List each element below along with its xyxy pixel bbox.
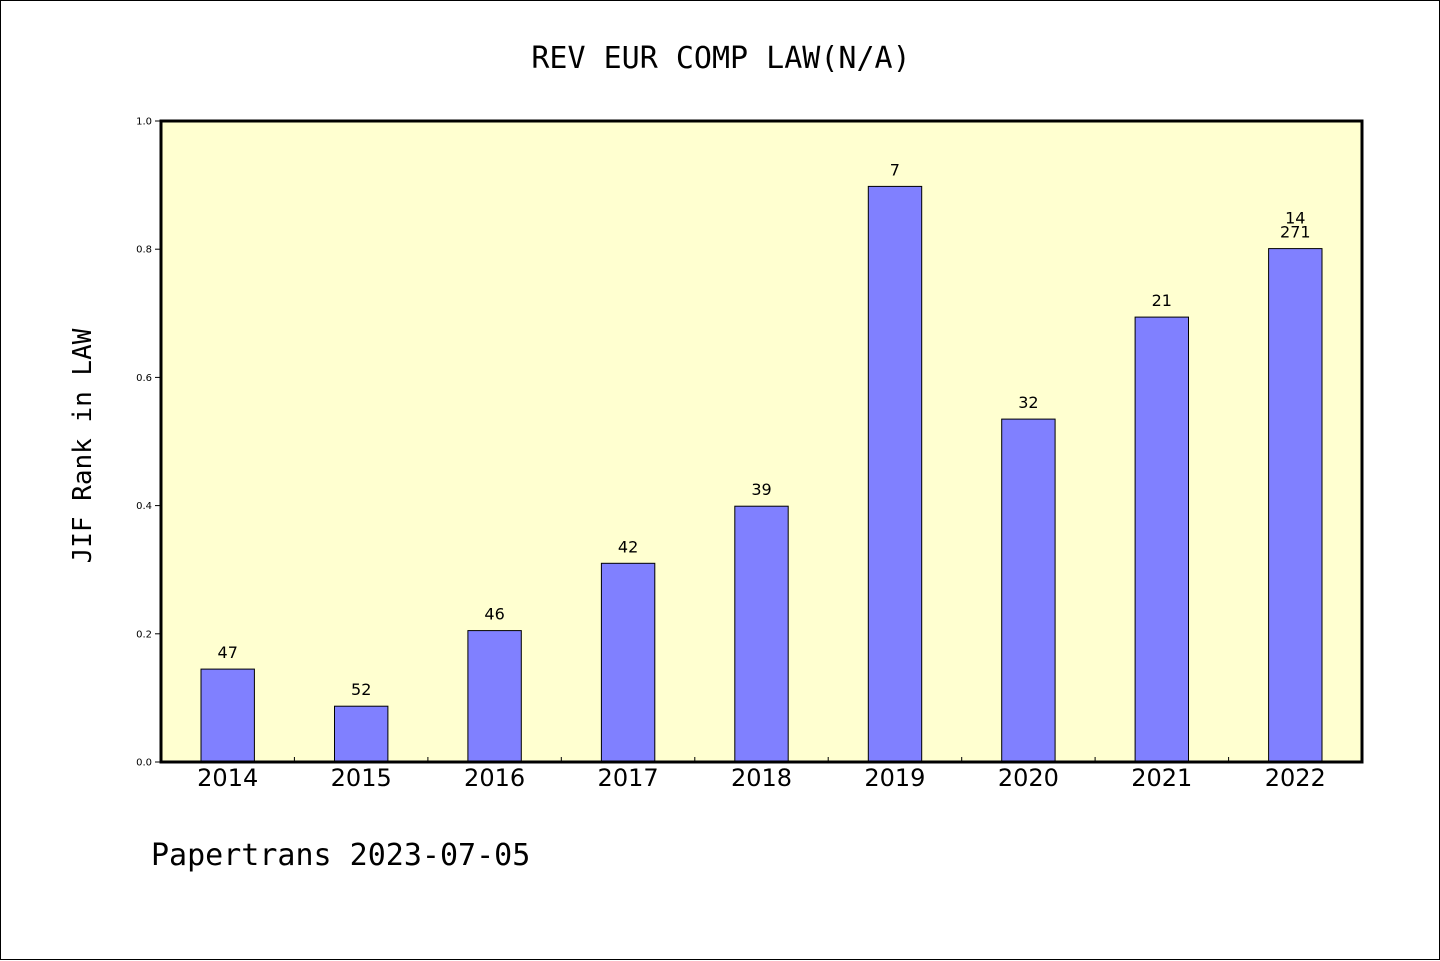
bar-label-2019: 7 xyxy=(890,160,900,179)
y-axis: 0.0 0.2 0.4 0.6 0.8 1.0 xyxy=(136,117,161,769)
bar-label-2020: 32 xyxy=(1018,393,1038,412)
bar-label-2015: 52 xyxy=(351,680,371,699)
bar-2021 xyxy=(1134,316,1189,763)
footer-source-date: Papertrans 2023-07-05 xyxy=(151,838,530,873)
bar-label-2018: 39 xyxy=(751,480,771,499)
bar-2020 xyxy=(1001,418,1056,763)
y-tick-label-0.8: 0.8 xyxy=(136,245,152,256)
bar-2016 xyxy=(467,630,522,763)
y-tick-label-0.0: 0.0 xyxy=(136,758,152,769)
bar-label-2016: 46 xyxy=(484,605,504,624)
x-tick-label-2020: 2020 xyxy=(998,764,1059,792)
y-tick-label-1.0: 1.0 xyxy=(136,117,152,128)
bar-2014 xyxy=(200,668,255,763)
chart-title: REV EUR COMP LAW(N/A) xyxy=(531,41,910,76)
y-tick-label-0.4: 0.4 xyxy=(136,501,152,512)
x-tick-label-2019: 2019 xyxy=(864,764,925,792)
x-tick-label-2021: 2021 xyxy=(1131,764,1192,792)
bar-2022 xyxy=(1268,248,1323,763)
y-tick-label-0.2: 0.2 xyxy=(136,629,152,640)
bar-2019 xyxy=(867,185,923,763)
bar-label-2014: 47 xyxy=(218,643,238,662)
x-tick-label-2014: 2014 xyxy=(197,764,258,792)
x-axis: 2014 2015 2016 2017 2018 2019 2020 2021 2022 xyxy=(197,757,1326,792)
bar-label-2021: 21 xyxy=(1152,291,1172,310)
x-tick-label-2016: 2016 xyxy=(464,764,525,792)
y-tick-label-0.6: 0.6 xyxy=(136,373,152,384)
bar-2015 xyxy=(334,705,389,763)
x-tick-label-2015: 2015 xyxy=(331,764,392,792)
bar-label-2022: 14 271 xyxy=(1280,209,1311,242)
x-tick-label-2017: 2017 xyxy=(598,764,659,792)
bar-2018 xyxy=(734,505,789,763)
x-tick-label-2018: 2018 xyxy=(731,764,792,792)
bar-2017 xyxy=(600,562,656,763)
bars-layer xyxy=(200,185,1323,763)
x-tick-label-2022: 2022 xyxy=(1265,764,1326,792)
bar-label-2017: 42 xyxy=(618,537,638,556)
plot-border xyxy=(159,119,1364,764)
y-axis-title: JIF Rank in LAW xyxy=(68,328,98,563)
data-labels-layer: 47 52 46 42 39 7 32 21 14 271 xyxy=(218,160,1311,699)
